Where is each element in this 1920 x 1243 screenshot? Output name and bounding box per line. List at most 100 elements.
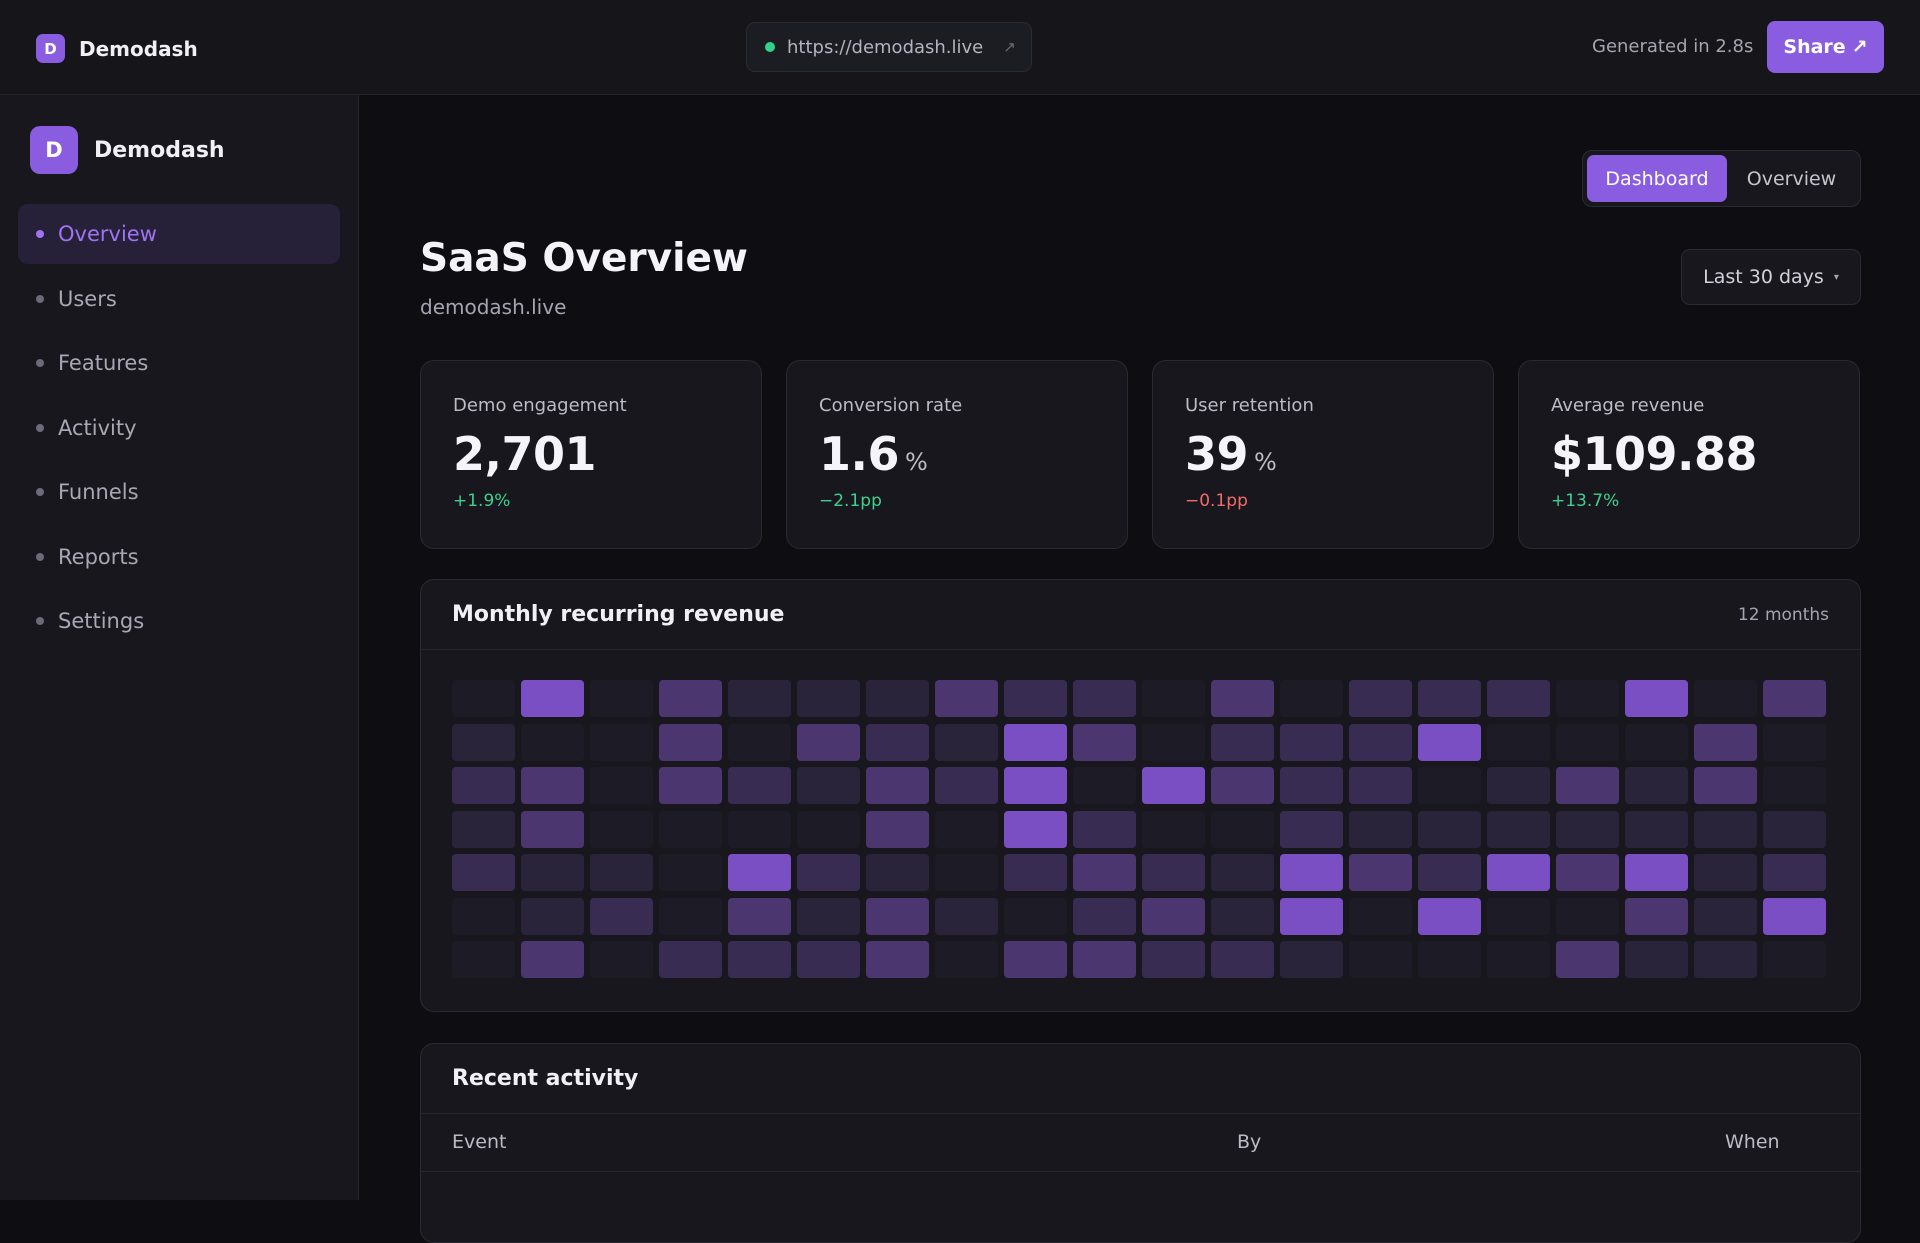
heatmap-cell[interactable] — [935, 680, 998, 717]
heatmap-cell[interactable] — [1694, 767, 1757, 804]
heatmap-cell[interactable] — [1556, 897, 1619, 935]
sidebar-item-funnels[interactable]: Funnels — [18, 462, 340, 522]
heatmap-cell[interactable] — [866, 941, 929, 978]
heatmap-cell[interactable] — [728, 723, 791, 761]
heatmap-cell[interactable] — [521, 810, 584, 848]
heatmap-cell[interactable] — [1418, 723, 1481, 761]
heatmap-cell[interactable] — [935, 723, 998, 761]
heatmap-cell[interactable] — [866, 897, 929, 935]
heatmap-cell[interactable] — [1349, 767, 1412, 804]
heatmap-cell[interactable] — [590, 941, 653, 978]
heatmap-cell[interactable] — [1280, 854, 1343, 891]
heatmap-cell[interactable] — [659, 897, 722, 935]
heatmap-cell[interactable] — [1418, 680, 1481, 717]
heatmap-cell[interactable] — [521, 854, 584, 891]
heatmap-cell[interactable] — [1073, 680, 1136, 717]
heatmap-cell[interactable] — [1763, 854, 1826, 891]
heatmap-cell[interactable] — [521, 767, 584, 804]
heatmap-cell[interactable] — [1418, 941, 1481, 978]
heatmap-cell[interactable] — [1418, 854, 1481, 891]
heatmap-cell[interactable] — [1004, 767, 1067, 804]
heatmap-cell[interactable] — [1211, 767, 1274, 804]
heatmap-cell[interactable] — [1142, 810, 1205, 848]
heatmap-cell[interactable] — [1349, 723, 1412, 761]
heatmap-cell[interactable] — [1625, 810, 1688, 848]
sidebar-item-reports[interactable]: Reports — [18, 527, 340, 587]
heatmap-cell[interactable] — [1211, 810, 1274, 848]
heatmap-cell[interactable] — [1487, 810, 1550, 848]
heatmap-cell[interactable] — [935, 767, 998, 804]
heatmap-cell[interactable] — [1625, 854, 1688, 891]
heatmap-cell[interactable] — [1142, 767, 1205, 804]
heatmap-cell[interactable] — [1625, 723, 1688, 761]
heatmap-cell[interactable] — [1556, 854, 1619, 891]
heatmap-cell[interactable] — [1349, 810, 1412, 848]
heatmap-cell[interactable] — [1211, 680, 1274, 717]
heatmap-cell[interactable] — [1142, 854, 1205, 891]
heatmap-cell[interactable] — [1004, 723, 1067, 761]
heatmap-cell[interactable] — [797, 767, 860, 804]
heatmap-cell[interactable] — [1625, 941, 1688, 978]
heatmap-cell[interactable] — [1142, 941, 1205, 978]
heatmap-cell[interactable] — [1763, 810, 1826, 848]
heatmap-cell[interactable] — [452, 941, 515, 978]
heatmap-cell[interactable] — [1073, 723, 1136, 761]
heatmap-cell[interactable] — [1004, 680, 1067, 717]
heatmap-cell[interactable] — [1694, 810, 1757, 848]
heatmap-cell[interactable] — [1487, 680, 1550, 717]
heatmap-cell[interactable] — [659, 680, 722, 717]
heatmap-cell[interactable] — [1487, 941, 1550, 978]
heatmap-cell[interactable] — [1280, 810, 1343, 848]
heatmap-cell[interactable] — [590, 680, 653, 717]
heatmap-cell[interactable] — [1073, 941, 1136, 978]
heatmap-cell[interactable] — [1487, 854, 1550, 891]
heatmap-cell[interactable] — [659, 723, 722, 761]
heatmap-cell[interactable] — [1625, 897, 1688, 935]
external-link-icon[interactable]: ↗ — [1003, 38, 1016, 56]
heatmap-cell[interactable] — [1349, 897, 1412, 935]
heatmap-cell[interactable] — [521, 680, 584, 717]
heatmap-cell[interactable] — [1280, 941, 1343, 978]
heatmap-cell[interactable] — [1418, 767, 1481, 804]
heatmap-cell[interactable] — [866, 854, 929, 891]
share-button[interactable]: Share ↗ — [1767, 21, 1884, 73]
heatmap-cell[interactable] — [866, 680, 929, 717]
sidebar-brand[interactable]: D Demodash — [30, 126, 225, 174]
heatmap-cell[interactable] — [1556, 767, 1619, 804]
heatmap-cell[interactable] — [935, 941, 998, 978]
heatmap-cell[interactable] — [1694, 854, 1757, 891]
heatmap-cell[interactable] — [866, 723, 929, 761]
heatmap-cell[interactable] — [1142, 680, 1205, 717]
heatmap-cell[interactable] — [521, 941, 584, 978]
heatmap-cell[interactable] — [1763, 897, 1826, 935]
heatmap-cell[interactable] — [590, 810, 653, 848]
heatmap-cell[interactable] — [1694, 897, 1757, 935]
heatmap-cell[interactable] — [1211, 854, 1274, 891]
heatmap-cell[interactable] — [728, 854, 791, 891]
sidebar-item-features[interactable]: Features — [18, 333, 340, 393]
heatmap-cell[interactable] — [1280, 897, 1343, 935]
heatmap-cell[interactable] — [797, 897, 860, 935]
sidebar-item-users[interactable]: Users — [18, 269, 340, 329]
column-header-when[interactable]: When — [1725, 1131, 1780, 1153]
heatmap-cell[interactable] — [728, 680, 791, 717]
heatmap-cell[interactable] — [590, 767, 653, 804]
heatmap-cell[interactable] — [452, 854, 515, 891]
heatmap-cell[interactable] — [866, 810, 929, 848]
heatmap-cell[interactable] — [1556, 723, 1619, 761]
column-header-by[interactable]: By — [1237, 1131, 1262, 1153]
heatmap-cell[interactable] — [1349, 854, 1412, 891]
heatmap-cell[interactable] — [659, 941, 722, 978]
heatmap-cell[interactable] — [1004, 941, 1067, 978]
heatmap-cell[interactable] — [452, 767, 515, 804]
date-range-dropdown[interactable]: Last 30 days ▾ — [1681, 249, 1861, 305]
heatmap-cell[interactable] — [521, 723, 584, 761]
heatmap-cell[interactable] — [1142, 723, 1205, 761]
heatmap-cell[interactable] — [797, 723, 860, 761]
heatmap-cell[interactable] — [452, 680, 515, 717]
sidebar-item-activity[interactable]: Activity — [18, 398, 340, 458]
toggle-dashboard[interactable]: Dashboard — [1587, 155, 1727, 202]
heatmap-cell[interactable] — [1418, 897, 1481, 935]
heatmap-cell[interactable] — [728, 897, 791, 935]
heatmap-cell[interactable] — [1487, 897, 1550, 935]
